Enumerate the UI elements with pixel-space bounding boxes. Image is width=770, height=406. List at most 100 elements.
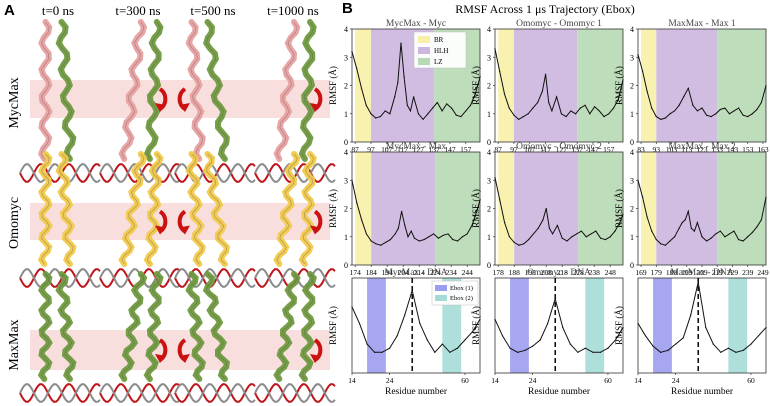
- data-point: [614, 339, 617, 341]
- data-point: [742, 114, 744, 116]
- x-tick-label: 83: [637, 145, 645, 154]
- region-lz: [435, 152, 480, 265]
- data-point: [389, 113, 391, 115]
- legend-label: LZ: [434, 58, 443, 66]
- data-point: [351, 51, 353, 53]
- x-tick-label: 137: [572, 145, 584, 154]
- y-axis-label: RMSF (Å): [614, 66, 624, 105]
- data-point: [375, 117, 377, 119]
- complex-structure: [254, 19, 336, 183]
- data-point: [446, 103, 448, 105]
- helix-outline: [188, 153, 204, 265]
- x-tick-label: 97: [510, 145, 518, 154]
- data-point: [547, 322, 549, 325]
- y-axis-label: RMSF (Å): [471, 66, 481, 105]
- data-point: [728, 113, 731, 115]
- x-tick-label: 97: [367, 145, 375, 154]
- data-point: [351, 306, 353, 308]
- data-point: [380, 244, 382, 246]
- x-tick-label: 238: [589, 268, 601, 277]
- data-point: [404, 314, 406, 316]
- data-point: [400, 42, 402, 44]
- y-tick-label: 4: [487, 148, 491, 157]
- complex-structure: [99, 19, 181, 183]
- helix-outline: [301, 153, 314, 265]
- data-point: [461, 236, 463, 238]
- data-point: [427, 113, 429, 115]
- y-axis-label: RMSF (Å): [471, 189, 481, 228]
- x-tick-label: 153: [742, 145, 754, 154]
- chart-title: Omomyc - Omomyc 2: [516, 142, 602, 152]
- dna-strand: [174, 383, 256, 403]
- data-point: [737, 107, 740, 109]
- dna-strand: [19, 383, 101, 403]
- data-point: [733, 110, 735, 112]
- y-tick-label: 3: [630, 53, 634, 62]
- chart-title: MycMax - Myc: [386, 19, 446, 29]
- data-point: [450, 107, 453, 109]
- data-point: [577, 351, 579, 353]
- region-lz: [577, 29, 623, 142]
- data-point: [609, 236, 611, 238]
- data-point: [456, 347, 459, 349]
- y-tick-label: 1: [487, 233, 491, 242]
- data-point: [710, 237, 712, 239]
- region-hlh: [656, 29, 718, 142]
- region-ebox2: [728, 278, 748, 373]
- data-point: [479, 76, 481, 78]
- x-tick-label: 107: [524, 145, 536, 154]
- data-point: [384, 110, 386, 112]
- x-tick-label: 127: [413, 145, 425, 154]
- region-lz: [717, 152, 766, 265]
- x-tick-label: 228: [573, 268, 585, 277]
- data-point: [544, 73, 547, 75]
- y-tick-label: 0: [487, 261, 491, 270]
- data-point: [404, 224, 406, 227]
- y-tick-label: 3: [344, 53, 348, 62]
- data-point: [599, 351, 602, 353]
- y-axis-label: RMSF (Å): [614, 189, 624, 228]
- data-point: [542, 219, 544, 221]
- data-point: [765, 326, 767, 329]
- y-tick-label: 3: [630, 176, 634, 185]
- x-tick-label: 219: [712, 268, 724, 277]
- data-point: [471, 224, 473, 227]
- x-tick-label: 103: [666, 145, 678, 154]
- data-point: [527, 113, 529, 115]
- data-point: [612, 107, 615, 109]
- legend-swatch: [418, 36, 430, 43]
- data-point: [426, 339, 428, 341]
- region-br: [641, 152, 657, 265]
- x-tick-label: 218: [557, 268, 569, 277]
- series-line: [637, 281, 767, 353]
- helix-outline: [276, 273, 298, 380]
- data-point: [365, 104, 367, 106]
- y-tick-label: 0: [487, 138, 491, 147]
- data-point: [705, 326, 707, 329]
- rmsf-chart: MaxMax - DNA RMSF (Å) 14 24 60 Residue number: [614, 268, 767, 397]
- data-point: [705, 114, 708, 116]
- chart-title: MaxMax - DNA: [670, 268, 733, 278]
- y-tick-label: 0: [344, 261, 348, 270]
- x-tick-label: 117: [397, 145, 408, 154]
- x-tick-label: 224: [430, 268, 442, 277]
- data-point: [681, 222, 683, 224]
- panel-b: B RMSF Across 1 μs Trajectory (Ebox) Myc…: [328, 0, 769, 397]
- rmsf-chart: MycMax - DNA RMSF (Å) 14 24 60 Residue number…: [328, 268, 481, 397]
- data-point: [570, 110, 572, 112]
- helix-outline: [205, 273, 228, 380]
- data-point: [646, 90, 648, 92]
- data-point: [715, 113, 717, 115]
- data-point: [469, 104, 472, 106]
- data-point: [701, 107, 703, 109]
- helix-outline: [301, 21, 314, 160]
- complex-structure: [19, 151, 101, 288]
- data-point: [576, 233, 578, 235]
- data-point: [584, 347, 586, 349]
- x-tick-label: 178: [493, 268, 505, 277]
- rmsf-chart: MycMax - Myc 0 1 2 3 4 RMSF (Å) 87 97 107 117 127 13…: [328, 19, 481, 154]
- x-tick-label: 239: [742, 268, 754, 277]
